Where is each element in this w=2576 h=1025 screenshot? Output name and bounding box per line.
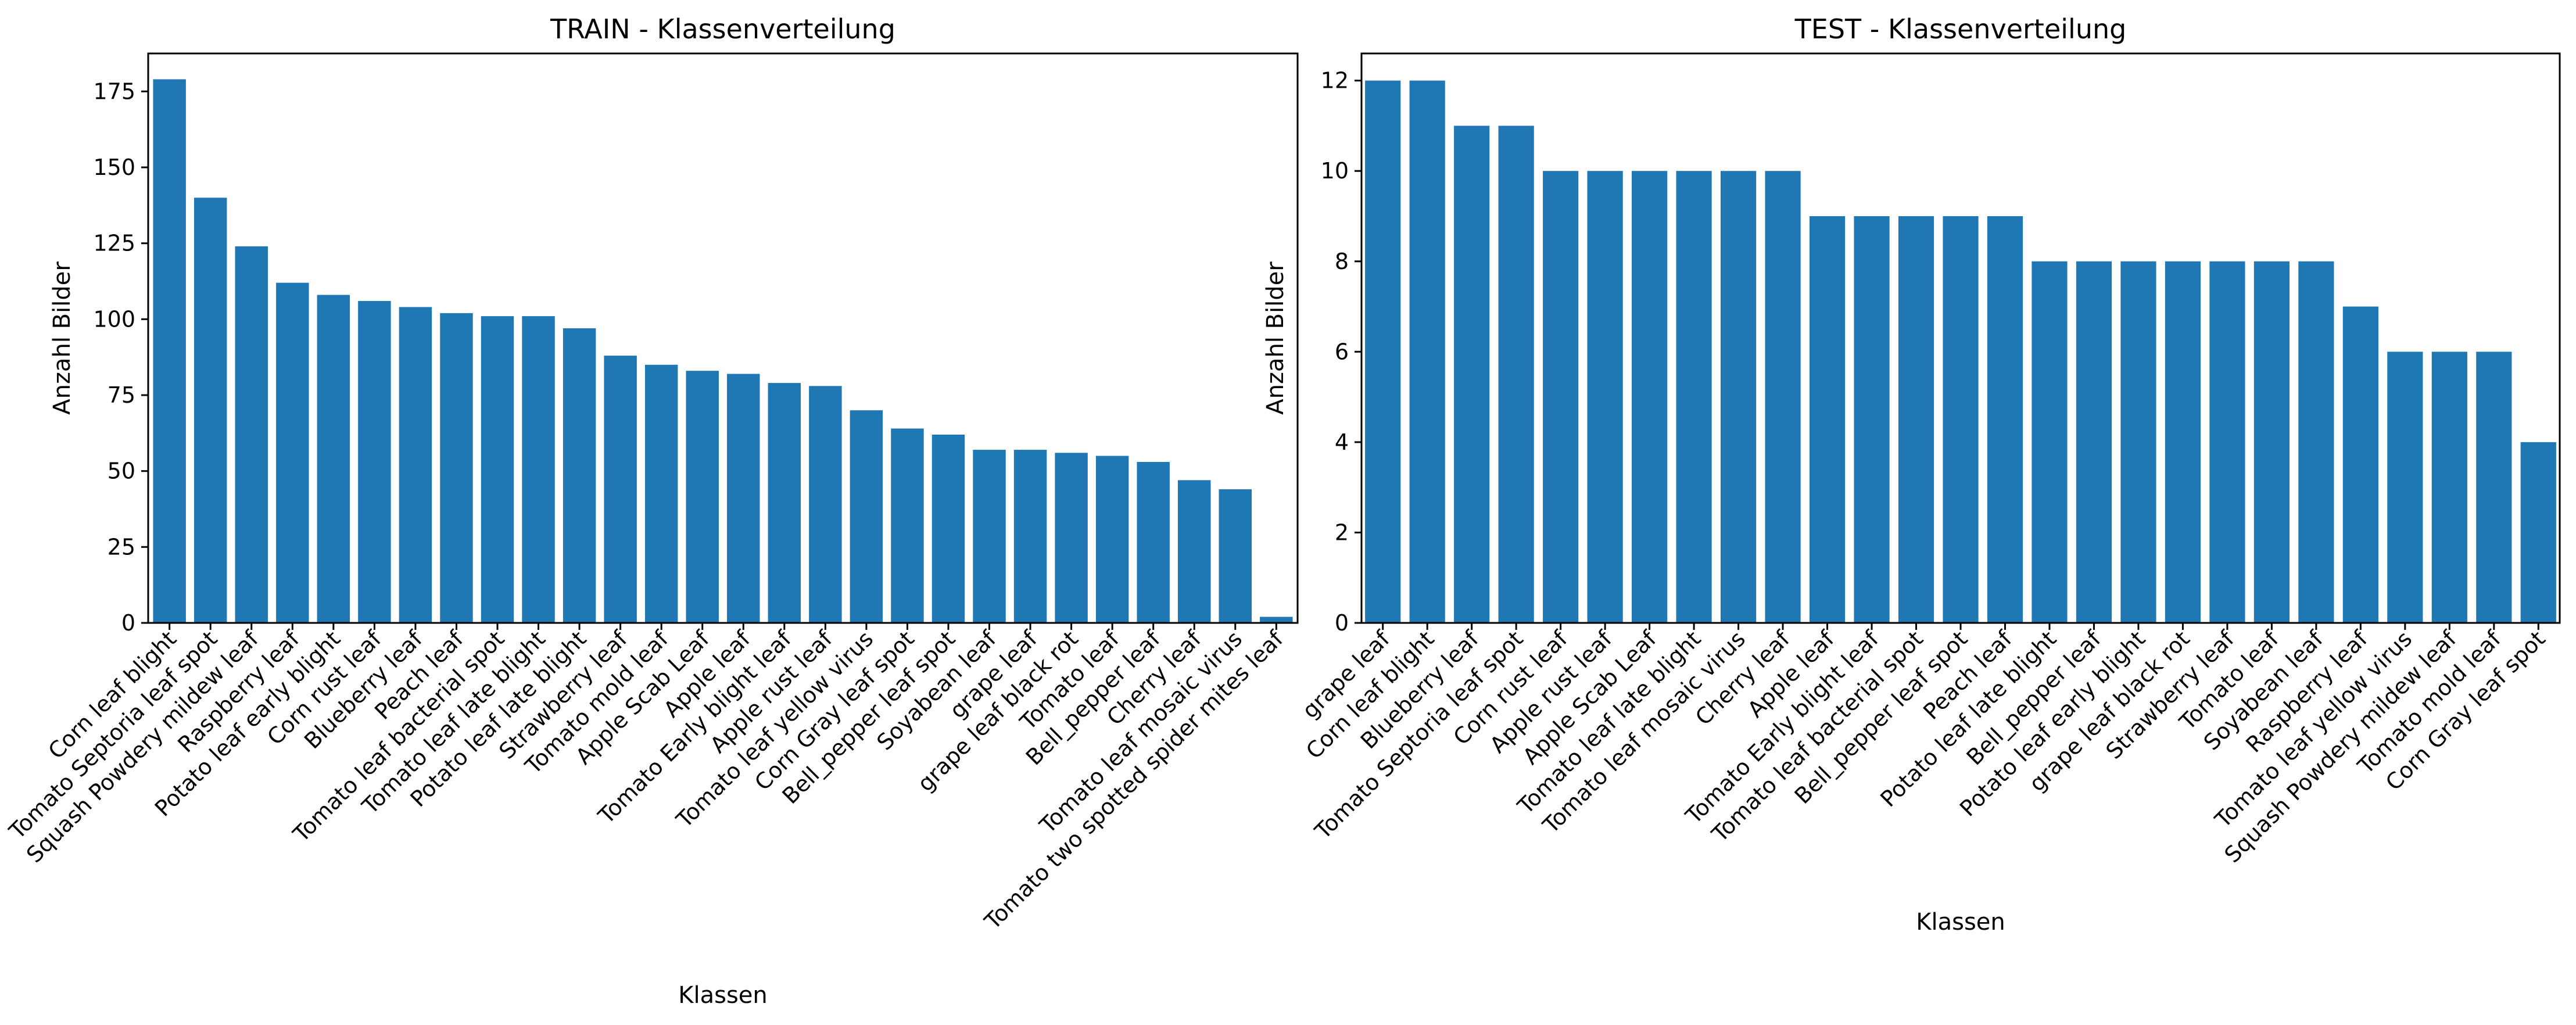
test-bar	[1720, 171, 1757, 623]
test-bar	[2076, 261, 2112, 623]
test-y-tick-label: 10	[1321, 158, 1349, 184]
train-bar	[644, 364, 678, 623]
train-bar	[768, 383, 801, 623]
test-chart-title: TEST - Klassenverteilung	[1794, 13, 2127, 45]
test-bar	[1587, 171, 1623, 623]
test-bars	[1365, 80, 2556, 623]
train-y-tick-label: 175	[93, 78, 135, 104]
train-y-tick-label: 25	[108, 534, 135, 560]
train-y-tick-label: 125	[93, 231, 135, 256]
train-bar	[686, 371, 719, 623]
train-chart-title: TRAIN - Klassenverteilung	[550, 13, 895, 45]
train-bar	[358, 300, 391, 623]
test-bar	[1365, 80, 1401, 623]
test-y-tick-label: 0	[1335, 610, 1349, 636]
train-bar	[153, 79, 186, 623]
test-bar	[2387, 352, 2423, 623]
train-y-tick-label: 100	[93, 306, 135, 332]
train-bar	[399, 307, 432, 623]
train-bars	[153, 79, 1293, 623]
test-bar	[1676, 171, 1712, 623]
train-bar	[235, 246, 268, 623]
train-bar	[522, 316, 555, 623]
test-bar	[1809, 216, 1846, 623]
train-bar	[1137, 461, 1170, 623]
train-bar	[1055, 453, 1088, 623]
train-bar	[1178, 480, 1211, 623]
train-chart: TRAIN - Klassenverteilung Klassen Anzahl…	[4, 13, 1299, 1009]
test-bar	[2431, 352, 2467, 623]
train-bar	[809, 386, 842, 623]
test-bar	[2520, 442, 2556, 623]
test-bar	[2476, 352, 2512, 623]
train-bar	[1260, 617, 1293, 623]
train-y-tick-label: 75	[108, 382, 135, 408]
test-bar	[1898, 216, 1934, 623]
test-bar	[1498, 126, 1534, 623]
test-bar	[2032, 261, 2068, 623]
test-y-tick-label: 4	[1335, 429, 1349, 455]
test-bar	[2165, 261, 2201, 623]
test-bar	[1632, 171, 1668, 623]
test-y-ticks: 0 2 4 6 8 10 12	[1321, 68, 1362, 636]
train-y-tick-label: 50	[108, 458, 135, 484]
train-bar	[604, 356, 637, 623]
train-bar	[1013, 450, 1047, 623]
test-bar	[1765, 171, 1801, 623]
test-chart: TEST - Klassenverteilung Klassen Anzahl …	[1262, 13, 2561, 936]
train-bar	[194, 198, 227, 623]
train-y-tick-label: 150	[93, 155, 135, 180]
train-y-ticks: 0 25 50 75 100 125 150 175	[93, 78, 148, 636]
train-bar	[440, 313, 473, 623]
train-bar	[931, 434, 965, 623]
train-y-axis-label: Anzahl Bilder	[49, 261, 76, 415]
test-bar	[1943, 216, 1979, 623]
train-bar	[1095, 456, 1129, 623]
test-y-tick-label: 12	[1321, 68, 1349, 94]
test-y-axis-label: Anzahl Bilder	[1262, 261, 1289, 415]
test-bar	[1854, 216, 1890, 623]
train-bar	[891, 428, 924, 623]
test-bar	[1454, 126, 1490, 623]
test-bar	[1987, 216, 2023, 623]
train-bar	[563, 328, 596, 623]
train-bar	[481, 316, 514, 623]
test-bar	[2342, 306, 2378, 623]
test-y-tick-label: 6	[1335, 339, 1349, 364]
train-y-tick-label: 0	[121, 610, 135, 636]
train-x-axis-label: Klassen	[678, 982, 768, 1009]
test-bar	[2120, 261, 2156, 623]
test-y-tick-label: 8	[1335, 249, 1349, 274]
train-bar	[317, 295, 350, 623]
train-bar	[973, 450, 1006, 623]
train-bar	[276, 282, 309, 623]
test-bar	[1409, 80, 1445, 623]
test-bar	[2209, 261, 2245, 623]
test-bar	[1543, 171, 1579, 623]
test-bar	[2253, 261, 2290, 623]
train-bar	[1219, 489, 1252, 623]
train-bar	[727, 374, 760, 623]
train-bar	[850, 410, 883, 623]
train-plot-frame	[147, 52, 1299, 624]
test-y-tick-label: 2	[1335, 519, 1349, 545]
test-bar	[2298, 261, 2334, 623]
test-plot-frame	[1360, 52, 2561, 624]
test-x-axis-label: Klassen	[1916, 909, 2005, 936]
